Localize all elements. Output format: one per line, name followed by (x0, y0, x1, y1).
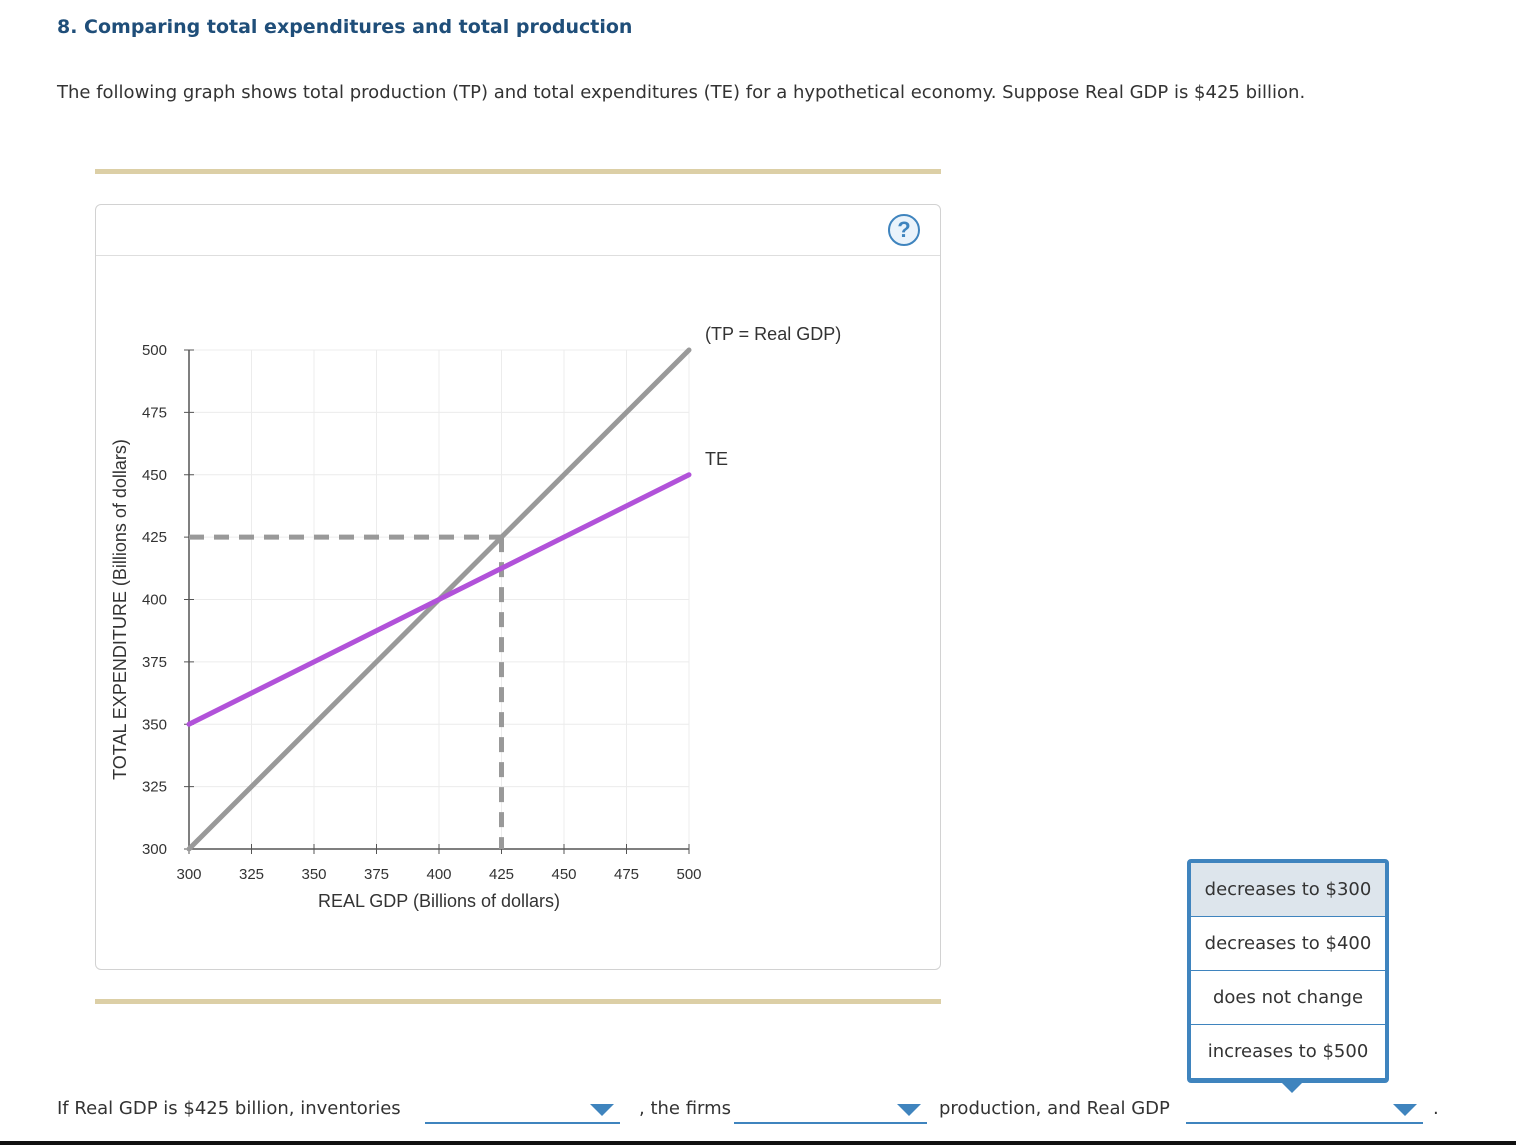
graph-panel: ? 300 325 350 375 400 425 450 475 500 300 325 350 37… (95, 204, 941, 970)
sentence-part-4: . (1433, 1098, 1439, 1119)
dropdown-pointer (1280, 1081, 1304, 1093)
chart-grid (188, 349, 690, 850)
y-tick-label: 300 (142, 841, 167, 858)
x-tick-label: 325 (239, 866, 264, 883)
x-tick-label: 425 (489, 866, 514, 883)
graph-chart: 300 325 350 375 400 425 450 475 500 300 325 350 375 4… (110, 324, 841, 911)
x-tick-label: 375 (364, 866, 389, 883)
bottom-divider (95, 999, 941, 1004)
reference-lines (189, 534, 504, 849)
real-gdp-select[interactable] (1186, 1098, 1423, 1124)
x-tick-label: 350 (301, 866, 326, 883)
y-tick-label: 375 (142, 654, 167, 671)
sentence-part-1: If Real GDP is $425 billion, inventories (57, 1098, 401, 1119)
x-tick-label: 300 (176, 866, 201, 883)
y-axis-title: TOTAL EXPENDITURE (Billions of dollars) (110, 439, 130, 780)
inventories-select[interactable] (425, 1098, 620, 1124)
te-line (186, 472, 692, 727)
y-tick-label: 325 (142, 779, 167, 796)
chevron-down-icon (1393, 1104, 1417, 1116)
tp-series-label: (TP = Real GDP) (705, 324, 841, 344)
chart-series (186, 347, 692, 852)
x-axis-title: REAL GDP (Billions of dollars) (318, 891, 560, 911)
x-tick-label: 500 (676, 866, 701, 883)
help-button[interactable]: ? (888, 214, 920, 246)
x-tick-label: 475 (614, 866, 639, 883)
y-tick-label: 500 (142, 342, 167, 359)
firms-production-select[interactable] (734, 1098, 927, 1124)
chevron-down-icon (897, 1104, 921, 1116)
chart-labels: (TP = Real GDP) TE REAL GDP (Billions of d… (110, 324, 841, 911)
te-series-label: TE (705, 449, 728, 469)
sentence-part-3: production, and Real GDP (939, 1098, 1170, 1119)
question-intro: The following graph shows total producti… (57, 82, 1306, 103)
x-tick-label: 450 (551, 866, 576, 883)
y-tick-label: 450 (142, 467, 167, 484)
real-gdp-dropdown-menu: decreases to $300 decreases to $400 does… (1187, 859, 1389, 1093)
x-tick-label: 400 (426, 866, 451, 883)
dropdown-option[interactable]: increases to $500 (1191, 1025, 1385, 1079)
dropdown-option[interactable]: does not change (1191, 971, 1385, 1025)
sentence-part-2: , the firms (639, 1098, 732, 1119)
dropdown-option[interactable]: decreases to $300 (1191, 863, 1385, 917)
chevron-down-icon (590, 1104, 614, 1116)
window-bottom-edge (0, 1141, 1516, 1145)
chart-axes: 300 325 350 375 400 425 450 475 500 300 325 350 375 4… (142, 342, 702, 883)
dropdown-option[interactable]: decreases to $400 (1191, 917, 1385, 971)
question-title: 8. Comparing total expenditures and tota… (57, 16, 633, 38)
y-tick-label: 400 (142, 592, 167, 609)
y-tick-label: 475 (142, 404, 167, 421)
y-tick-label: 425 (142, 529, 167, 546)
top-divider (95, 169, 941, 174)
y-tick-label: 350 (142, 716, 167, 733)
graph-panel-header: ? (96, 205, 940, 256)
